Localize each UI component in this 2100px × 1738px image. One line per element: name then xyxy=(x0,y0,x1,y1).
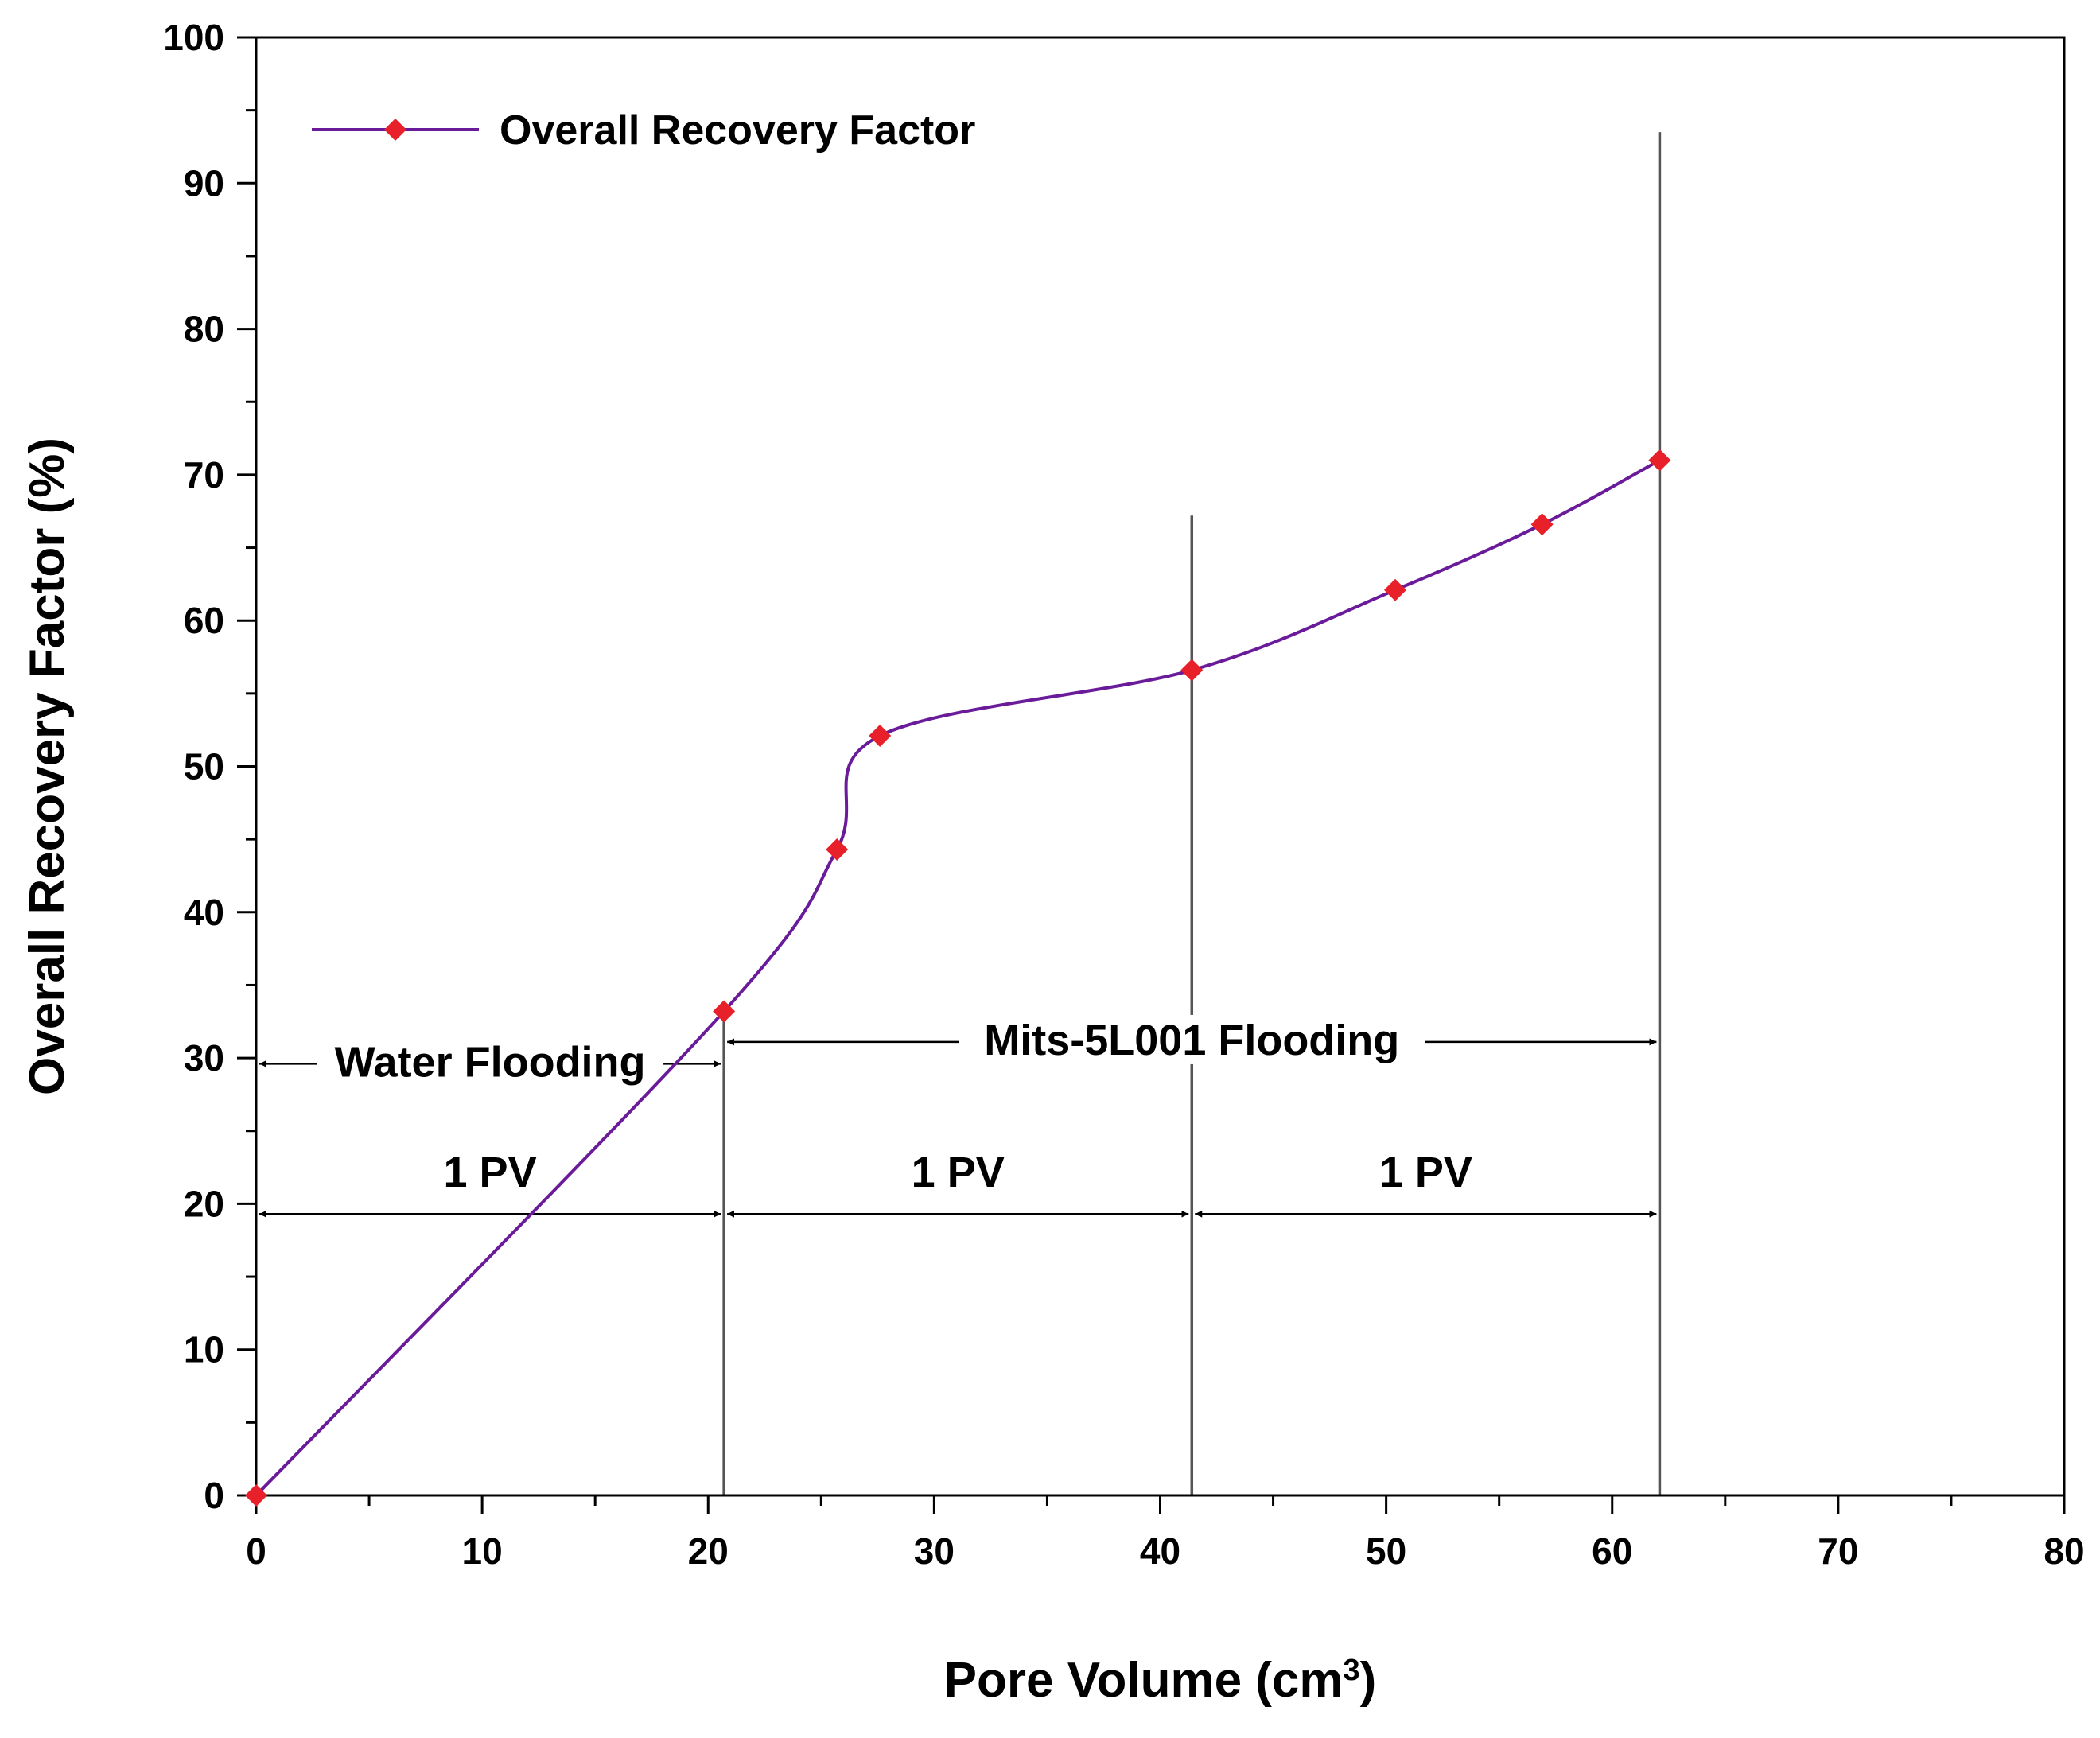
axis-ticks: 0 10 20 30 40 50 60 70 80 0 10 20 30 40 50 60 70 80 90 100 xyxy=(163,17,2084,1572)
vertical-lines xyxy=(722,132,1662,1495)
annotations: Water Flooding Mits-5L001 Flooding 1 PV 1 P… xyxy=(259,1014,1657,1218)
data-point xyxy=(826,838,849,861)
annotation-label: Mits-5L001 Flooding xyxy=(984,1017,1399,1064)
data-point xyxy=(1180,659,1204,682)
x-tick-label: 50 xyxy=(1366,1530,1406,1572)
y-tick-label: 50 xyxy=(184,746,224,787)
y-tick-label: 70 xyxy=(184,454,224,496)
data-point xyxy=(713,1000,736,1023)
y-tick-label: 0 xyxy=(204,1475,224,1516)
series-line xyxy=(255,458,1661,1497)
data-point xyxy=(1383,578,1406,601)
x-tick-label: 20 xyxy=(688,1530,729,1572)
data-point xyxy=(1648,449,1671,472)
x-tick-label: 10 xyxy=(462,1530,503,1572)
legend-marker xyxy=(384,119,406,141)
x-axis-title-main: Pore Volume (cm xyxy=(944,1653,1344,1708)
annotation-label: 1 PV xyxy=(912,1149,1005,1196)
y-tick-label: 10 xyxy=(184,1329,224,1371)
annotation-label: 1 PV xyxy=(444,1149,537,1196)
y-tick-label: 100 xyxy=(163,17,224,58)
y-axis-title: Overall Recovery Factor (%) xyxy=(20,437,75,1095)
y-tick-label: 90 xyxy=(184,162,224,204)
x-axis-title-end: ) xyxy=(1360,1653,1377,1708)
series xyxy=(245,449,1671,1507)
x-tick-label: 30 xyxy=(914,1530,955,1572)
x-tick-label: 80 xyxy=(2044,1530,2084,1572)
legend-label: Overall Recovery Factor xyxy=(500,107,975,154)
y-tick-label: 20 xyxy=(184,1183,224,1224)
y-tick-label: 80 xyxy=(184,309,224,350)
x-tick-label: 0 xyxy=(246,1530,266,1572)
y-tick-label: 30 xyxy=(184,1037,224,1079)
x-axis-title: Pore Volume (cm3) xyxy=(944,1653,1377,1708)
data-point xyxy=(1530,513,1554,536)
annotation-label-bg xyxy=(317,1036,664,1087)
data-point xyxy=(869,725,892,748)
legend: Overall Recovery Factor xyxy=(312,107,975,154)
x-tick-label: 70 xyxy=(1818,1530,1858,1572)
annotation-label-bg xyxy=(959,1014,1425,1064)
x-axis-title-sup: 3 xyxy=(1344,1654,1360,1687)
y-tick-label: 60 xyxy=(184,600,224,641)
annotation-label: 1 PV xyxy=(1379,1149,1472,1196)
x-tick-label: 40 xyxy=(1140,1530,1180,1572)
annotation-label: Water Flooding xyxy=(335,1038,646,1086)
plot-frame xyxy=(255,36,2066,1497)
y-tick-label: 40 xyxy=(184,892,224,933)
data-point xyxy=(245,1484,267,1507)
x-tick-label: 60 xyxy=(1592,1530,1632,1572)
